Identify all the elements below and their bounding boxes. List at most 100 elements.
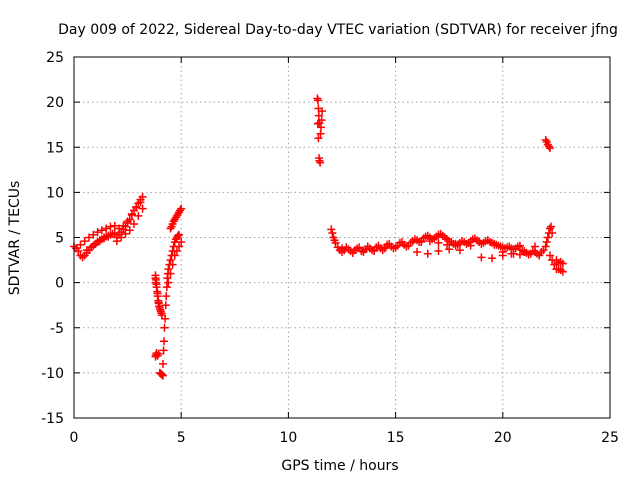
axis-ticks	[73, 56, 611, 419]
data-point	[138, 192, 147, 201]
data-point	[173, 231, 182, 240]
data-point	[110, 221, 119, 230]
data-point	[545, 144, 554, 153]
x-axis-label: GPS time / hours	[281, 458, 398, 474]
data-point	[106, 222, 115, 231]
data-point	[316, 123, 325, 132]
x-tick-label: 10	[279, 430, 297, 446]
data-point	[152, 280, 161, 289]
data-point	[359, 247, 368, 256]
data-point	[327, 225, 336, 234]
data-point	[104, 232, 113, 241]
data-point	[97, 226, 106, 235]
data-point	[455, 246, 464, 255]
data-point	[317, 116, 326, 125]
data-point	[162, 292, 171, 301]
data-points	[70, 94, 567, 380]
data-point	[541, 136, 550, 145]
data-point	[164, 265, 173, 274]
data-point	[488, 254, 497, 263]
x-tick-label: 5	[177, 430, 186, 446]
data-point	[112, 237, 121, 246]
data-point	[136, 198, 145, 207]
data-point	[177, 238, 186, 247]
data-point	[417, 238, 426, 247]
x-tick-label: 15	[387, 430, 405, 446]
data-point	[168, 260, 177, 269]
data-point	[443, 240, 452, 249]
data-point	[80, 237, 89, 246]
x-tick-label: 20	[494, 430, 512, 446]
data-point	[177, 204, 186, 213]
data-point	[170, 251, 179, 260]
data-point	[318, 107, 327, 116]
data-point	[466, 241, 475, 250]
data-point	[85, 233, 94, 242]
y-tick-label: 5	[55, 231, 64, 247]
data-point	[74, 247, 83, 256]
data-point	[134, 211, 143, 220]
data-point	[166, 256, 175, 265]
data-point	[117, 233, 126, 242]
data-point	[162, 283, 171, 292]
data-point	[445, 245, 454, 254]
data-point	[130, 219, 139, 228]
data-point	[477, 253, 486, 262]
data-point	[159, 346, 168, 355]
data-point	[348, 248, 357, 257]
data-point	[166, 224, 175, 233]
data-point	[160, 323, 169, 332]
y-axis-label: SDTVAR / TECUs	[7, 181, 23, 296]
data-point	[100, 234, 109, 243]
y-tick-label: 0	[55, 276, 64, 292]
data-point	[434, 238, 443, 247]
data-point	[166, 269, 175, 278]
data-point	[153, 351, 162, 360]
data-point	[545, 251, 554, 260]
data-point	[132, 203, 141, 212]
data-point	[314, 134, 323, 143]
grid-lines	[74, 57, 610, 418]
data-point	[314, 111, 323, 120]
y-tick-label: -15	[41, 411, 64, 427]
data-point	[545, 224, 554, 233]
y-tick-label: 10	[46, 185, 64, 201]
data-point	[413, 247, 422, 256]
data-point	[402, 242, 411, 251]
data-point	[160, 337, 169, 346]
data-point	[161, 301, 170, 310]
data-point	[164, 278, 173, 287]
data-point	[175, 242, 184, 251]
data-point	[102, 224, 111, 233]
data-point	[123, 217, 132, 226]
data-point	[543, 233, 552, 242]
data-point	[157, 370, 166, 379]
data-point	[138, 204, 147, 213]
data-point	[313, 96, 322, 105]
y-tick-label: 20	[46, 95, 64, 111]
data-point	[175, 230, 184, 239]
data-point	[548, 228, 557, 237]
data-point	[520, 247, 529, 256]
data-point	[331, 238, 340, 247]
data-point	[541, 242, 550, 251]
data-point	[425, 237, 434, 246]
x-tick-label: 25	[601, 430, 619, 446]
data-point	[161, 314, 170, 323]
x-tick-label: 0	[70, 430, 79, 446]
data-point	[154, 349, 163, 358]
data-point	[328, 228, 337, 237]
x-tick-labels: 0 5 10 15 20 25	[70, 430, 619, 446]
data-point	[176, 206, 185, 215]
y-tick-label: -10	[41, 366, 64, 382]
chart-title: Day 009 of 2022, Sidereal Day-to-day VTE…	[58, 22, 618, 38]
data-point	[544, 142, 553, 151]
y-tick-label: 25	[46, 50, 64, 66]
data-point	[110, 228, 119, 237]
data-point	[172, 247, 181, 256]
data-point	[127, 210, 136, 219]
data-point	[550, 260, 559, 269]
data-point	[125, 226, 134, 235]
data-point	[82, 246, 91, 255]
